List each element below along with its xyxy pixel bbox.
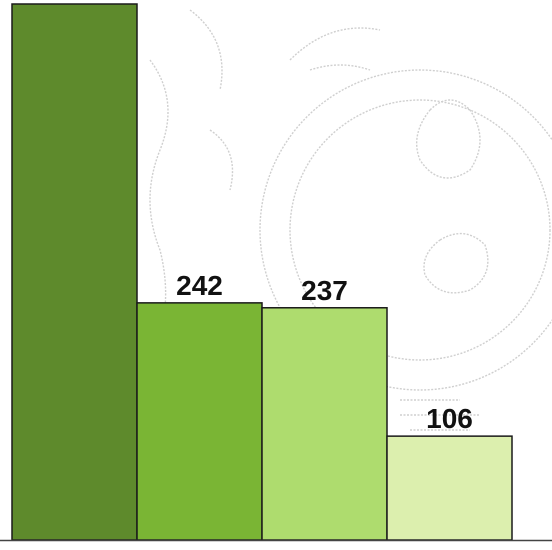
bar-1 [11, 3, 138, 541]
bar-2 [136, 302, 263, 541]
data-labels-layer: 242 237 106 [176, 270, 473, 434]
bars-layer [11, 3, 513, 541]
bar-3 [261, 307, 388, 541]
bar-3-value-label: 237 [301, 275, 348, 306]
bar-4 [386, 435, 513, 541]
bar-2-value-label: 242 [176, 270, 223, 301]
bar-4-value-label: 106 [426, 403, 473, 434]
